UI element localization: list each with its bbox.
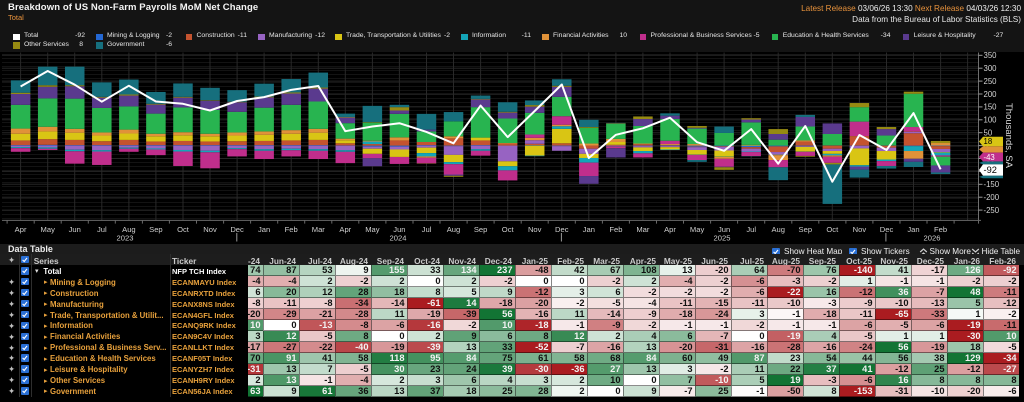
svg-text:Jul: Jul xyxy=(97,225,107,234)
svg-text:-43: -43 xyxy=(984,153,995,162)
svg-text:350: 350 xyxy=(984,52,998,60)
svg-text:Oct: Oct xyxy=(502,225,515,234)
svg-text:Sep: Sep xyxy=(799,225,813,234)
svg-text:2025: 2025 xyxy=(714,233,731,242)
svg-text:150: 150 xyxy=(984,103,998,112)
svg-text:300: 300 xyxy=(984,64,998,73)
svg-text:2026: 2026 xyxy=(924,233,941,242)
svg-text:Thousands, SA: Thousands, SA xyxy=(1003,103,1014,169)
svg-text:100: 100 xyxy=(984,116,998,125)
svg-text:Jul: Jul xyxy=(746,225,756,234)
svg-text:250: 250 xyxy=(984,77,998,86)
svg-text:Jun: Jun xyxy=(69,225,81,234)
svg-text:Feb: Feb xyxy=(609,225,622,234)
svg-text:-150: -150 xyxy=(984,180,1000,189)
svg-text:Sep: Sep xyxy=(149,225,163,234)
svg-text:May: May xyxy=(41,225,56,234)
svg-text:-250: -250 xyxy=(984,206,1000,215)
svg-text:Jan: Jan xyxy=(907,225,919,234)
svg-text:-200: -200 xyxy=(984,193,1000,202)
svg-text:Aug: Aug xyxy=(122,225,136,234)
svg-text:18: 18 xyxy=(984,137,993,146)
svg-text:May: May xyxy=(690,225,705,234)
svg-text:Mar: Mar xyxy=(312,225,326,234)
svg-text:Apr: Apr xyxy=(339,225,351,234)
svg-text:Aug: Aug xyxy=(771,225,785,234)
svg-text:Dec: Dec xyxy=(880,225,894,234)
svg-text:Nov: Nov xyxy=(203,225,217,234)
svg-text:Apr: Apr xyxy=(664,225,676,234)
svg-text:50: 50 xyxy=(984,129,993,138)
svg-text:Jun: Jun xyxy=(718,225,730,234)
svg-text:Oct: Oct xyxy=(826,225,839,234)
svg-text:Dec: Dec xyxy=(555,225,569,234)
svg-text:-92: -92 xyxy=(984,165,997,175)
svg-text:May: May xyxy=(365,225,380,234)
svg-text:Aug: Aug xyxy=(447,225,461,234)
svg-text:2023: 2023 xyxy=(117,233,134,242)
svg-text:Jul: Jul xyxy=(422,225,432,234)
svg-text:Jan: Jan xyxy=(258,225,270,234)
svg-text:Mar: Mar xyxy=(636,225,650,234)
svg-text:2024: 2024 xyxy=(390,233,407,242)
svg-text:Jun: Jun xyxy=(393,225,405,234)
svg-text:Oct: Oct xyxy=(177,225,190,234)
svg-text:Feb: Feb xyxy=(285,225,298,234)
svg-text:Nov: Nov xyxy=(853,225,867,234)
svg-text:Jan: Jan xyxy=(583,225,595,234)
svg-text:Dec: Dec xyxy=(230,225,244,234)
svg-text:Feb: Feb xyxy=(934,225,947,234)
svg-text:Nov: Nov xyxy=(528,225,542,234)
svg-text:Sep: Sep xyxy=(474,225,488,234)
svg-text:Apr: Apr xyxy=(15,225,27,234)
svg-text:200: 200 xyxy=(984,90,998,99)
